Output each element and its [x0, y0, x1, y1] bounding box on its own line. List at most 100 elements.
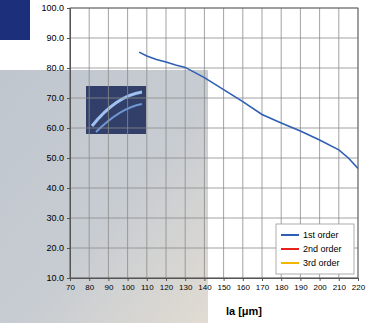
x-tick-mark [320, 278, 321, 281]
y-tick-label: 20.0 [46, 243, 64, 253]
x-tick: 170 [256, 278, 270, 292]
header-block [0, 0, 30, 40]
y-tick-label: 90.0 [46, 33, 64, 43]
x-axis-title: la [μm] [226, 305, 262, 317]
y-tick-mark [67, 278, 70, 279]
y-tick-mark [67, 98, 70, 99]
x-tick-mark [243, 278, 244, 281]
x-axis-line [71, 279, 359, 282]
x-tick-mark [339, 278, 340, 281]
chart: 10.020.030.040.050.060.070.080.090.0100.… [0, 0, 374, 323]
x-tick-mark [224, 278, 225, 281]
x-tick-label: 120 [160, 283, 174, 292]
grid-line [146, 8, 147, 278]
y-tick-label: 70.0 [46, 93, 64, 103]
grid-line [89, 8, 90, 278]
x-tick-label: 160 [237, 283, 251, 292]
x-tick-mark [262, 278, 263, 281]
x-tick-label: 210 [333, 283, 347, 292]
x-tick-label: 100 [121, 283, 135, 292]
x-tick-label: 170 [256, 283, 270, 292]
legend-label: 1st order [303, 230, 339, 240]
legend-box [276, 224, 354, 274]
y-tick: 30.0 [46, 213, 70, 223]
grid [70, 8, 358, 278]
x-tick-label: 140 [198, 283, 212, 292]
x-tick: 180 [275, 278, 289, 292]
x-tick: 110 [141, 278, 154, 292]
y-tick-label: 80.0 [46, 63, 64, 73]
legend-swatch [281, 248, 299, 250]
x-tick-mark [70, 278, 71, 281]
x-tick: 200 [313, 278, 327, 292]
x-tick-label: 80 [85, 283, 94, 292]
x-tick-label: 130 [179, 283, 193, 292]
grid-line [127, 8, 128, 278]
x-tick-label: 90 [104, 283, 113, 292]
y-tick-label: 100.0 [41, 3, 64, 13]
x-tick-label: 110 [141, 283, 154, 292]
logo [86, 86, 146, 134]
y-tick-mark [67, 38, 70, 39]
y-tick-mark [67, 248, 70, 249]
y-axis: 10.020.030.040.050.060.070.080.090.0100.… [41, 3, 70, 283]
grid-line [70, 158, 358, 159]
x-tick-mark [185, 278, 186, 281]
grid-line [185, 8, 186, 278]
y-tick-mark [67, 188, 70, 189]
x-tick-mark [128, 278, 129, 281]
legend: 1st order 2nd order 3rd order [276, 224, 354, 274]
y-tick: 50.0 [46, 153, 70, 163]
grid-line [70, 68, 358, 69]
x-tick-mark [204, 278, 205, 281]
grid-line [70, 98, 358, 99]
x-tick-label: 200 [313, 283, 327, 292]
plot-area [139, 52, 358, 168]
y-tick: 100.0 [41, 3, 70, 13]
x-tick: 150 [217, 278, 231, 292]
y-tick: 40.0 [46, 183, 70, 193]
x-tick-mark [166, 278, 167, 281]
x-tick-mark [281, 278, 282, 281]
logo-box [86, 86, 146, 134]
x-tick-mark [89, 278, 90, 281]
grid-line [242, 8, 243, 278]
x-tick: 160 [237, 278, 251, 292]
x-tick: 220 [352, 278, 366, 292]
legend-label: 3rd order [303, 258, 340, 268]
y-tick-mark [67, 218, 70, 219]
grid-line [70, 128, 358, 129]
x-tick-mark [108, 278, 109, 281]
x-tick-mark [358, 278, 359, 281]
y-tick: 70.0 [46, 93, 70, 103]
y-tick-label: 10.0 [46, 273, 64, 283]
grid-line [223, 8, 224, 278]
y-tick-mark [67, 158, 70, 159]
y-tick-mark [67, 128, 70, 129]
legend-label: 2nd order [303, 244, 342, 254]
y-tick: 20.0 [46, 243, 70, 253]
grid-line [262, 8, 263, 278]
grid-line [204, 8, 205, 278]
x-tick: 80 [85, 278, 94, 292]
logo-swoosh [92, 92, 142, 126]
x-tick-mark [147, 278, 148, 281]
y-tick-mark [67, 68, 70, 69]
x-tick: 90 [104, 278, 113, 292]
x-tick: 140 [198, 278, 212, 292]
x-tick: 130 [179, 278, 193, 292]
x-tick-label: 220 [352, 283, 366, 292]
grid-line [70, 218, 358, 219]
photo [0, 70, 208, 323]
y-tick-label: 50.0 [46, 153, 64, 163]
plot-frame [70, 8, 358, 278]
y-tick-label: 30.0 [46, 213, 64, 223]
x-tick: 100 [121, 278, 135, 292]
grid-line [70, 38, 358, 39]
x-tick: 210 [333, 278, 347, 292]
grid-line [108, 8, 109, 278]
x-tick-label: 70 [66, 283, 75, 292]
y-tick: 90.0 [46, 33, 70, 43]
x-tick-label: 150 [217, 283, 231, 292]
y-tick: 80.0 [46, 63, 70, 73]
